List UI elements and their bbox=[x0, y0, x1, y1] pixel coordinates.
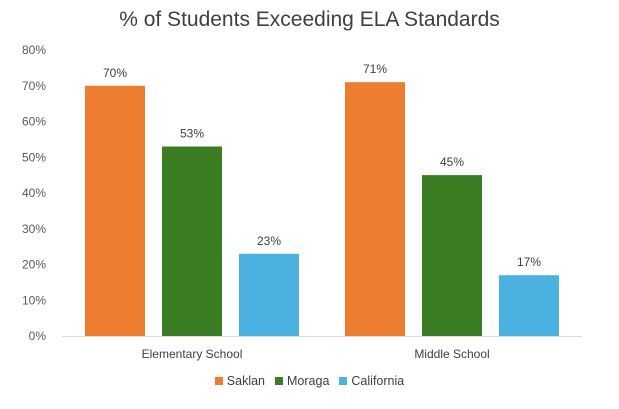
y-tick-label: 10% bbox=[22, 293, 46, 307]
x-category-label: Elementary School bbox=[142, 347, 243, 361]
legend-item-california: California bbox=[339, 374, 404, 388]
data-label: 71% bbox=[363, 62, 387, 76]
data-label: 53% bbox=[180, 127, 204, 141]
y-tick-label: 60% bbox=[22, 115, 46, 129]
y-tick-label: 70% bbox=[22, 79, 46, 93]
bar-california-2 bbox=[499, 275, 559, 336]
legend-label: Saklan bbox=[226, 374, 266, 388]
legend-item-moraga: Moraga bbox=[275, 374, 329, 388]
data-label: 70% bbox=[103, 66, 127, 80]
legend-label: California bbox=[351, 374, 405, 388]
data-label: 45% bbox=[440, 155, 464, 169]
bar-saklan-1 bbox=[85, 85, 145, 336]
legend-item-saklan: Saklan bbox=[214, 374, 266, 388]
bar-california-1 bbox=[239, 253, 299, 336]
x-category-label: Middle School bbox=[414, 347, 489, 361]
legend-swatch bbox=[214, 377, 223, 385]
chart-title: % of Students Exceeding ELA Standards bbox=[119, 8, 500, 31]
bar-moraga-1 bbox=[162, 146, 222, 336]
legend-swatch bbox=[339, 377, 348, 385]
y-tick-label: 20% bbox=[22, 258, 46, 272]
bar-moraga-2 bbox=[422, 175, 482, 336]
bar-saklan-2 bbox=[345, 82, 405, 336]
y-tick-label: 50% bbox=[22, 150, 46, 164]
y-tick-label: 0% bbox=[29, 329, 47, 343]
data-label: 23% bbox=[257, 234, 281, 248]
y-tick-label: 80% bbox=[22, 43, 46, 57]
legend-label: Moraga bbox=[287, 374, 330, 388]
y-tick-label: 40% bbox=[22, 186, 46, 200]
legend: Saklan Moraga California bbox=[0, 374, 619, 388]
data-label: 17% bbox=[517, 255, 541, 269]
legend-swatch bbox=[275, 377, 284, 385]
y-tick-label: 30% bbox=[22, 222, 46, 236]
